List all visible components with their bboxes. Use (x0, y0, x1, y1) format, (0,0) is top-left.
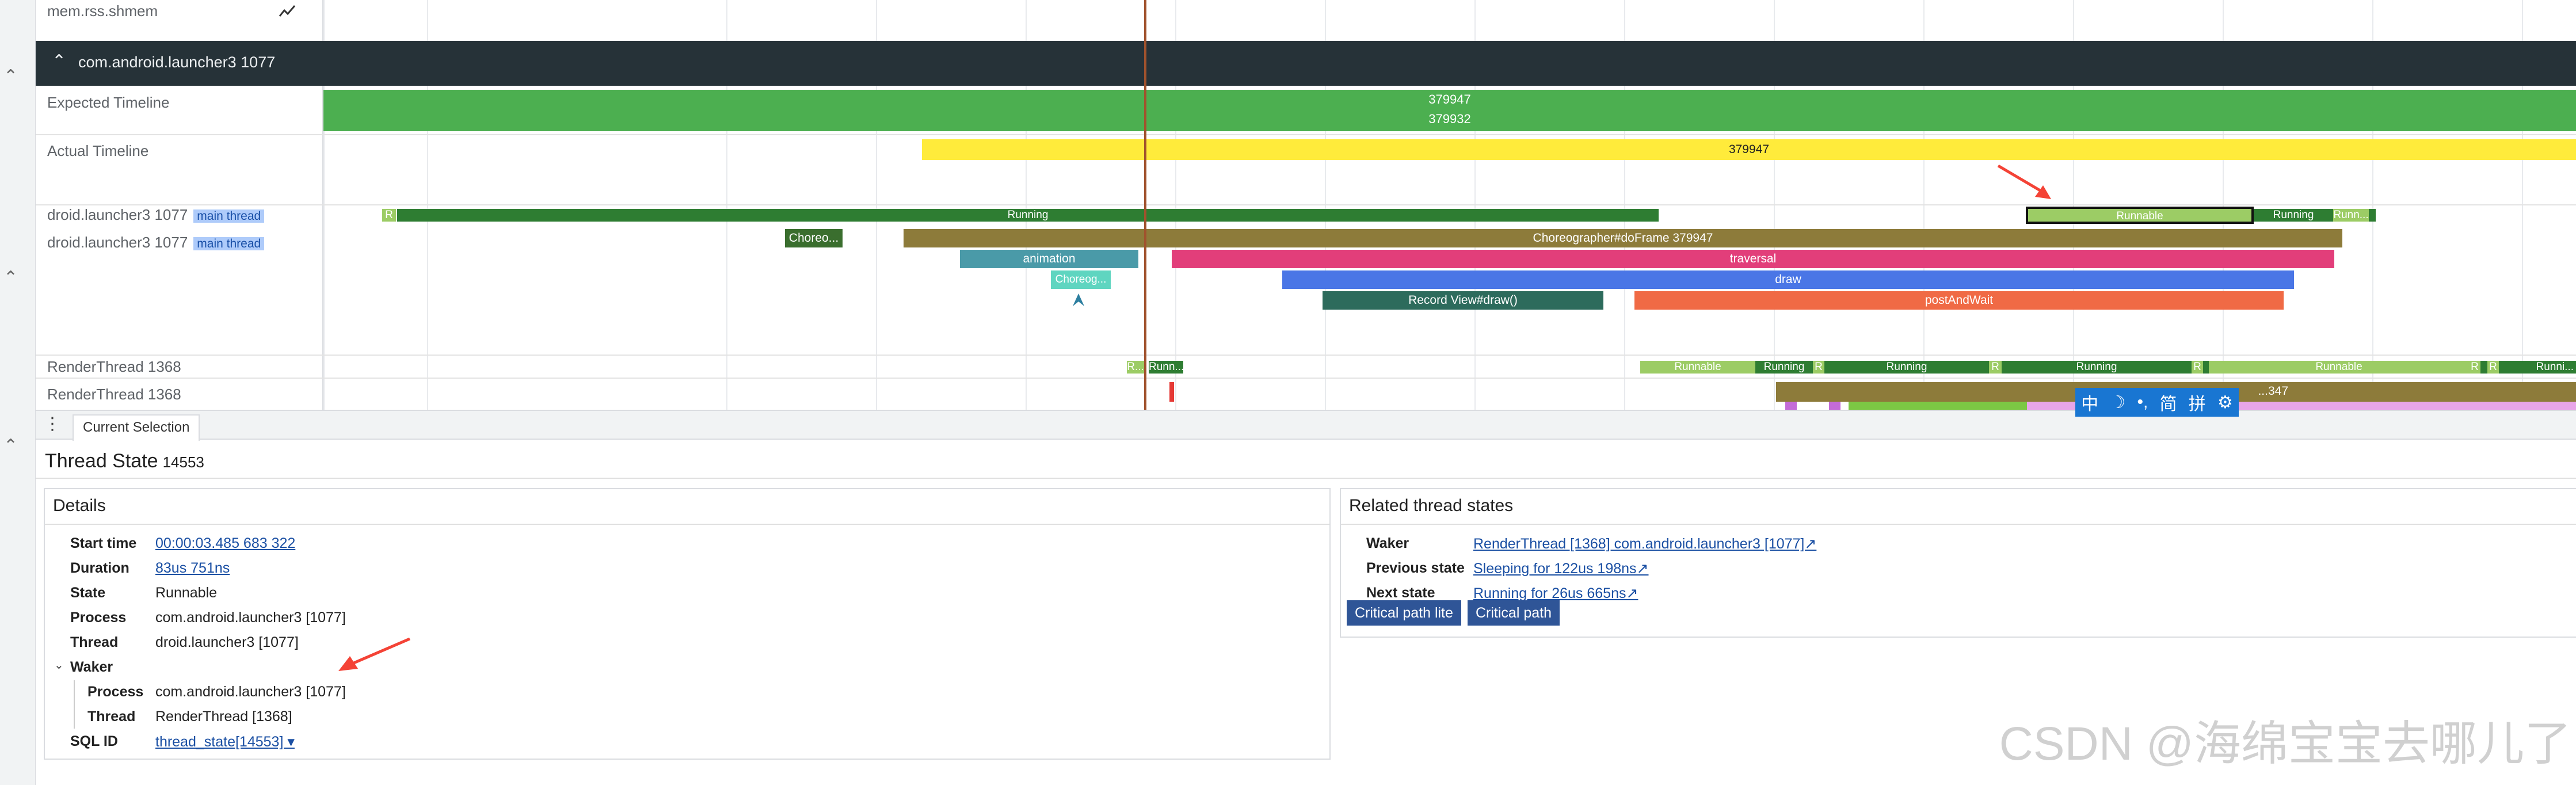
waker-thread-value: RenderThread [1368] (155, 708, 292, 725)
rt-state-slice[interactable]: R (1989, 361, 2002, 374)
related-card-title: Related thread states (1349, 496, 1514, 515)
rt-state-slice[interactable]: R (2192, 361, 2203, 374)
left-rail: ⌃ ⌃ ⌃ (0, 0, 36, 785)
duration-link[interactable]: 83us 751ns (155, 560, 230, 576)
rt-state-slice[interactable]: Runni... (2499, 361, 2576, 374)
track-label-main-thread: droid.launcher3 1077 main thread (47, 234, 265, 251)
thread-state-slice[interactable]: R (382, 209, 396, 222)
track-label-actual: Actual Timeline (47, 142, 149, 159)
thread-state-slice[interactable]: Runn... (2333, 209, 2369, 222)
track-label-render-thread: RenderThread 1368 (47, 386, 181, 403)
details-panel: ⋮ Current Selection Thread State 14553 De… (36, 410, 2576, 785)
annotation-arrow-icon (1997, 164, 2051, 199)
waker-process-value: com.android.launcher3 [1077] (155, 684, 346, 700)
collapse-chevron-icon[interactable]: ⌃ (3, 67, 18, 86)
collapse-chevron-icon[interactable]: ⌃ (3, 268, 18, 287)
choreographer-sub-slice[interactable]: Choreog... (1051, 270, 1111, 289)
process-label: Process (70, 609, 127, 626)
state-label: State (70, 585, 106, 601)
line-chart-icon (279, 5, 296, 17)
process-value: com.android.launcher3 [1077] (155, 609, 346, 626)
ime-moon-icon[interactable]: ☽ (2110, 393, 2126, 412)
start-time-link[interactable]: 00:00:03.485 683 322 (155, 535, 296, 551)
critical-path-button[interactable]: Critical path (1468, 600, 1560, 626)
critical-path-lite-button[interactable]: Critical path lite (1347, 600, 1461, 626)
rt-state-slice[interactable]: R (1813, 361, 1824, 374)
post-and-wait-slice[interactable]: postAndWait (1634, 291, 2284, 310)
track-label-render-thread-state: RenderThread 1368 (47, 358, 181, 375)
ime-toolbar[interactable]: 中 ☽ •, 简 拼 ⚙ (2075, 388, 2239, 417)
previous-state-label: Previous state (1366, 560, 1465, 576)
watermark: CSDN @海绵宝宝去哪儿了 (1999, 718, 2571, 770)
next-state-link[interactable]: Running for 26us 665ns↗ (1473, 585, 1638, 601)
rt-state-slice[interactable]: R (2487, 361, 2499, 374)
rt-state-slice[interactable]: Running (2002, 361, 2192, 374)
chevron-down-icon[interactable]: ⌄ (54, 659, 64, 672)
rt-state-slice[interactable]: Runnable (1640, 361, 1755, 374)
collapse-chevron-icon[interactable]: ⌃ (3, 436, 18, 455)
waker-label[interactable]: Waker (70, 659, 113, 675)
selected-thread-state-slice[interactable]: Runnable (2026, 207, 2254, 224)
timeline-cursor[interactable] (1144, 0, 1146, 410)
waker-process-label: Process (87, 684, 144, 700)
animation-slice[interactable]: animation (960, 250, 1138, 268)
rt-state-slice[interactable]: Running (1824, 361, 1989, 374)
thread-label: Thread (70, 634, 119, 650)
waker-thread-label: Thread (87, 708, 136, 725)
rt-state-slice[interactable] (2203, 361, 2209, 374)
related-waker-label: Waker (1366, 535, 1409, 551)
track-label-mem: mem.rss.shmem (47, 2, 158, 20)
selection-title: Thread State 14553 (45, 450, 204, 472)
choreographer-slice[interactable]: Choreo... (785, 229, 843, 247)
sql-id-label: SQL ID (70, 733, 118, 749)
start-time-label: Start time (70, 535, 137, 551)
rt-state-slice[interactable]: Runn... (1149, 361, 1183, 374)
do-frame-slice[interactable]: Choreographer#doFrame 379947 (904, 229, 2342, 247)
thread-state-slice[interactable] (2369, 209, 2376, 222)
rt-state-slice[interactable]: Runnable (2209, 361, 2469, 374)
rt-small-slice[interactable] (1169, 382, 1174, 402)
kebab-menu-icon[interactable]: ⋮ (44, 414, 61, 433)
actual-frame-slice[interactable]: 379947 (922, 139, 2576, 160)
tab-current-selection[interactable]: Current Selection (73, 414, 200, 441)
related-waker-link[interactable]: RenderThread [1368] com.android.launcher… (1473, 536, 1817, 552)
chevron-up-icon[interactable]: ⌃ (52, 52, 67, 71)
duration-label: Duration (70, 560, 129, 576)
rt-state-slice[interactable]: R (2469, 361, 2480, 374)
flow-arrow-icon (1073, 294, 1084, 306)
next-state-label: Next state (1366, 585, 1435, 601)
previous-state-link[interactable]: Sleeping for 122us 198ns↗ (1473, 561, 1649, 577)
sql-id-link[interactable]: thread_state[14553] ▾ (155, 734, 295, 750)
ime-chinese-mode-button[interactable]: 中 (2081, 395, 2099, 414)
rt-state-slice[interactable]: Running (1755, 361, 1813, 374)
track-label-expected: Expected Timeline (47, 94, 170, 111)
track-label-main-thread-state: droid.launcher3 1077 main thread (47, 206, 265, 224)
record-view-draw-slice[interactable]: Record View#draw() (1323, 291, 1603, 310)
thread-value: droid.launcher3 [1077] (155, 634, 299, 650)
state-value: Runnable (155, 585, 218, 601)
thread-state-slice[interactable]: Running (397, 209, 1659, 222)
ime-settings-icon[interactable]: ⚙ (2217, 393, 2233, 412)
expected-frame-slice[interactable]: 379947 379932 (323, 90, 2576, 131)
process-title: com.android.launcher3 1077 (78, 54, 276, 71)
details-card: Details Start time 00:00:03.485 683 322 … (44, 488, 1331, 760)
details-card-title: Details (53, 496, 106, 515)
draw-slice[interactable]: draw (1282, 270, 2294, 289)
ime-punctuation-icon[interactable]: •, (2137, 393, 2148, 411)
process-header[interactable]: ⌃ com.android.launcher3 1077 (36, 41, 2576, 86)
traversal-slice[interactable]: traversal (1172, 250, 2334, 268)
rt-state-slice[interactable]: R... (1127, 361, 1144, 374)
thread-state-slice[interactable]: Running (2254, 209, 2333, 222)
ime-simplified-button[interactable]: 简 (2159, 395, 2177, 414)
timeline-area[interactable]: mem.rss.shmem ⌃ com.android.launcher3 10… (36, 0, 2576, 410)
rt-state-slice[interactable] (2480, 361, 2487, 374)
annotation-arrow-icon (338, 637, 410, 671)
ime-pinyin-button[interactable]: 拼 (2188, 395, 2206, 414)
